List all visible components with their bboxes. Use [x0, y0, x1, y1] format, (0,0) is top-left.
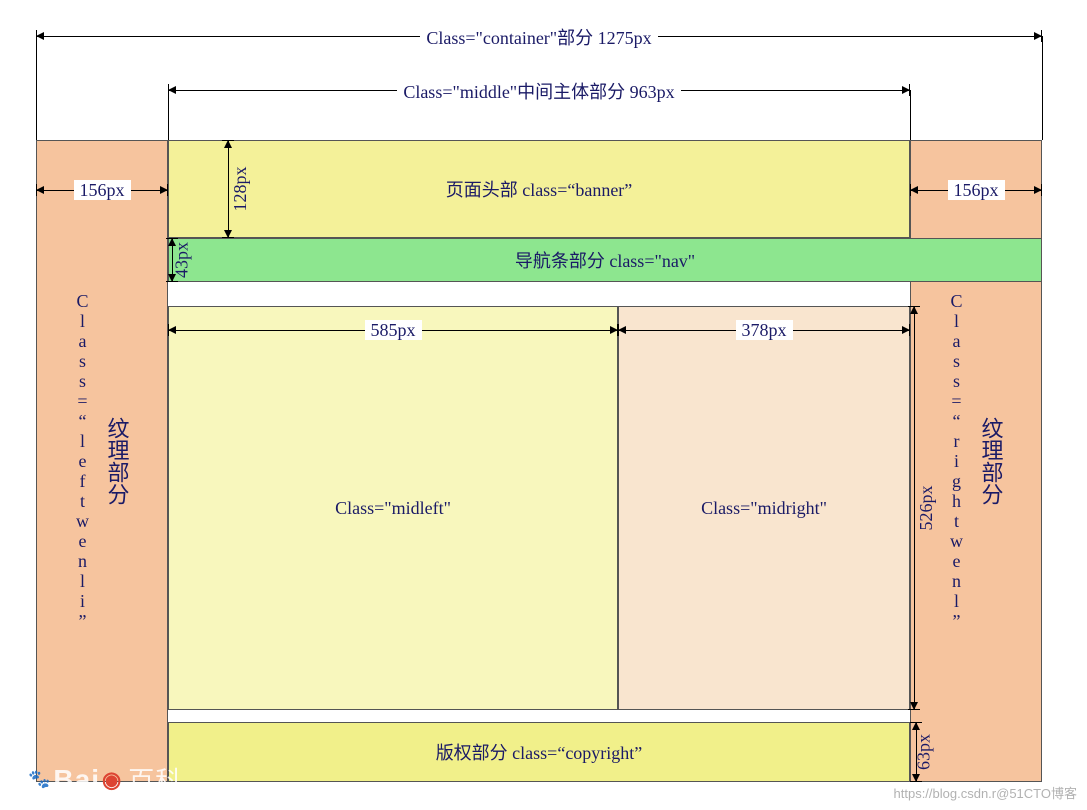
dim-156-l-label: 156px — [74, 180, 131, 200]
side-cn-label: 纹理部分 — [975, 417, 1007, 505]
dim-middle-label: Class="middle"中间主体部分 963px — [397, 82, 680, 102]
midright-label: Class="midright" — [701, 498, 827, 519]
copyright-label: 版权部分 class=“copyright” — [436, 739, 643, 765]
side-class-label: Class=“rightwenl” — [946, 291, 967, 631]
banner: 页面头部 class=“banner” — [168, 140, 910, 238]
leader — [36, 36, 37, 140]
dim-585-label: 585px — [365, 320, 422, 340]
leftwenli: Class=“leftwenli” 纹理部分 — [36, 140, 168, 782]
side-class-label: Class=“leftwenli” — [72, 291, 93, 631]
dim-526-label: 526px — [916, 486, 937, 531]
watermark-url: https://blog.csdn.r@51CTO博客 — [894, 783, 1077, 802]
midright: Class="midright" — [618, 306, 910, 710]
dim-container-label: Class="container"部分 1275px — [420, 28, 657, 48]
dim-63-label: 63px — [914, 734, 935, 770]
nav: 导航条部分 class="nav" — [168, 238, 1042, 282]
leader — [168, 90, 169, 140]
dim-378-label: 378px — [736, 320, 793, 340]
watermark-logo: 🐾Bai◉百科 — [28, 761, 182, 798]
wm-baike: 百科 — [128, 761, 182, 798]
wm-du-icon: ◉ — [102, 767, 122, 793]
diagram-stage: Class=“leftwenli” 纹理部分 Class=“rightwenl” 纹理… — [0, 0, 1087, 810]
paw-icon: 🐾 — [28, 769, 51, 790]
dim-128-label: 128px — [230, 167, 251, 212]
leader — [910, 90, 911, 140]
banner-label: 页面头部 class=“banner” — [446, 176, 633, 202]
dim-43-label: 43px — [172, 242, 193, 278]
copyright: 版权部分 class=“copyright” — [168, 722, 910, 782]
rightwenli: Class=“rightwenl” 纹理部分 — [910, 140, 1042, 782]
nav-label: 导航条部分 class="nav" — [515, 247, 695, 273]
dim-156-r-label: 156px — [948, 180, 1005, 200]
midleft-label: Class="midleft" — [335, 498, 451, 519]
leader — [1042, 36, 1043, 140]
side-cn-label: 纹理部分 — [101, 417, 133, 505]
wm-brand: Bai — [53, 764, 100, 796]
midleft: Class="midleft" — [168, 306, 618, 710]
